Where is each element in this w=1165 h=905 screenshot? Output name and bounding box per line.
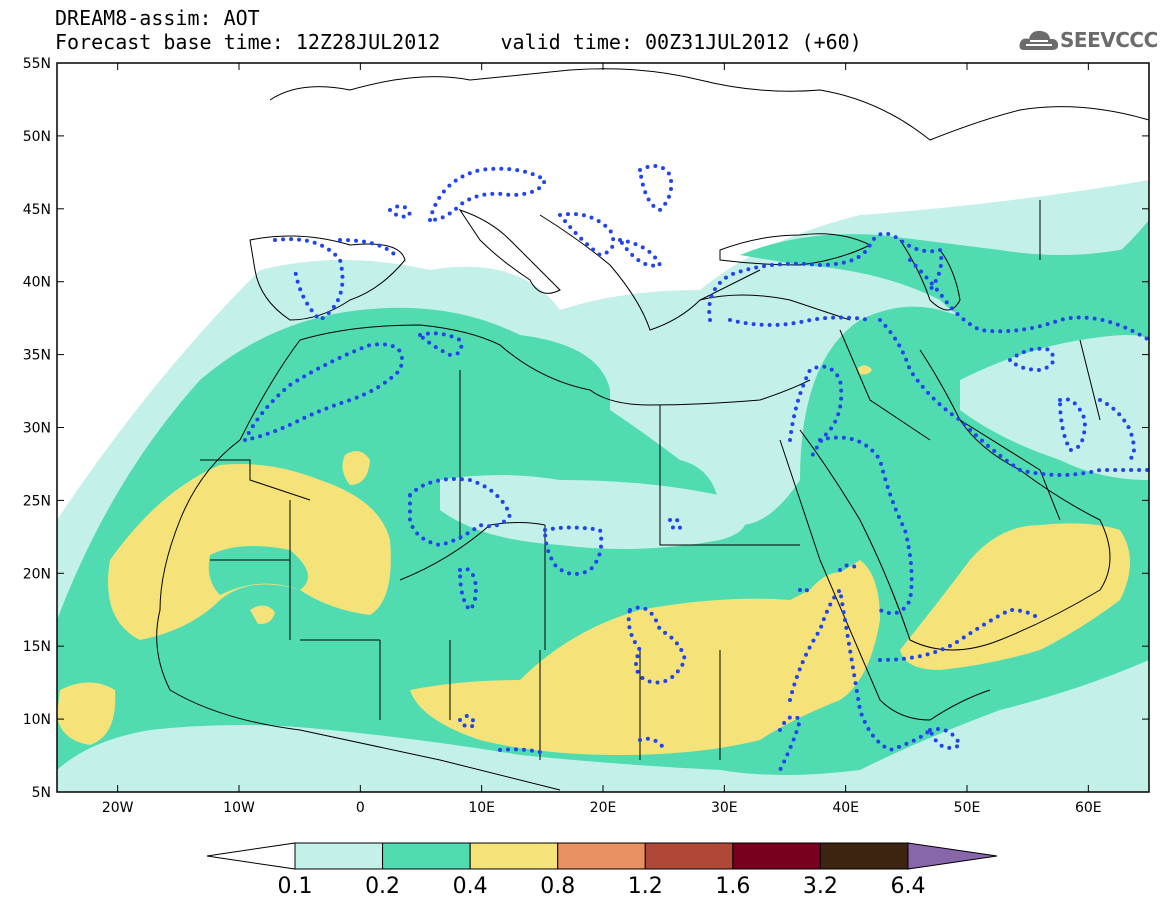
aot-contour-fill: [57, 63, 1149, 792]
colorbar: 0.1 0.2 0.4 0.8 1.2 1.6 3.2 6.4: [206, 842, 998, 899]
colorbar-label: 0.2: [365, 874, 400, 899]
coastline-red-sea: [779, 439, 991, 721]
lon-tick-label: 10W: [223, 800, 255, 816]
aot-region-0-2-east: [740, 234, 1149, 332]
lon-tick-label: 20E: [590, 800, 617, 816]
colorbar-segment: [469, 842, 559, 870]
colorbar-low-arrow: [206, 842, 296, 870]
coastline-italy: [458, 209, 561, 294]
colorbar-segment: [644, 842, 734, 870]
latitude-axis: 55N 50N 45N 40N 35N 30N 25N 20N 15N 10N 5N: [23, 56, 1149, 801]
lat-tick-label: 10N: [23, 712, 51, 728]
aot-region-0-1-egypt: [610, 370, 780, 460]
contour-iran: [1058, 397, 1136, 462]
coastline-turkey: [699, 294, 851, 321]
lat-tick-label: 45N: [23, 202, 51, 218]
aot-region-0-4-spot3: [250, 605, 275, 625]
lon-tick-label: 30E: [711, 800, 738, 816]
contour-horn: [928, 727, 963, 750]
colorbar-label: 6.4: [891, 874, 926, 899]
contour-alps: [388, 166, 548, 222]
colorbar-label: 0.4: [453, 874, 488, 899]
colorbar-segment: [382, 842, 471, 870]
contour-chad: [543, 525, 604, 576]
colorbar-segment: [294, 842, 384, 870]
contour-balkans: [558, 212, 663, 268]
contour-levant: [788, 364, 844, 462]
lon-tick-label: 40E: [832, 800, 859, 816]
aot-region-0-1-iran: [960, 335, 1149, 480]
lat-tick-label: 35N: [23, 348, 51, 364]
contour-turkey: [707, 231, 944, 322]
lon-tick-label: 50E: [954, 800, 981, 816]
contour-sudan-spot: [668, 516, 683, 531]
colorbar-segment: [732, 842, 821, 870]
lat-tick-label: 40N: [23, 275, 51, 291]
aot-region-0-4-arabia: [900, 523, 1130, 670]
lat-tick-label: 15N: [23, 639, 51, 655]
contour-pakistan-north: [1008, 346, 1056, 373]
coastline-west-africa: [156, 439, 561, 791]
lon-tick-label: 20W: [102, 800, 134, 816]
contour-arabia-south: [878, 607, 1042, 662]
border-west-africa: [200, 459, 721, 760]
contour-iraq: [878, 318, 1149, 477]
logo-text: SEEVCCC: [1060, 28, 1158, 52]
coastline-iberia: [249, 235, 406, 321]
coastline-europe: [269, 68, 1149, 141]
lon-tick-label: 0: [356, 800, 365, 816]
coastline-north-africa: [239, 324, 811, 441]
map-title: DREAM8-assim: AOT: [55, 6, 260, 30]
lat-tick-label: 5N: [32, 785, 51, 801]
longitude-axis: 20W 10W 0 10E 20E 30E 40E 50E 60E: [102, 63, 1102, 816]
contour-algeria-south: [408, 477, 513, 548]
contour-morocco: [243, 342, 404, 442]
coastline-arabia: [799, 349, 1111, 651]
coastline-caspian: [899, 239, 961, 311]
contour-niger: [458, 566, 478, 613]
aot-region-0-4-spot2: [57, 682, 116, 745]
colorbar-label: 3.2: [803, 874, 838, 899]
colorbar-segment: [819, 842, 909, 870]
lat-tick-label: 55N: [23, 56, 51, 72]
border-mideast: [839, 200, 1101, 521]
lat-tick-label: 25N: [23, 493, 51, 509]
aot-region-0-4-sudan: [810, 572, 856, 650]
aot-region-0-4-central: [410, 560, 880, 755]
lat-tick-label: 30N: [23, 421, 51, 437]
cloud-logo-icon: [1019, 30, 1059, 50]
aot-region-0-4-spot1: [342, 451, 370, 485]
lat-tick-label: 20N: [23, 566, 51, 582]
lon-tick-label: 10E: [468, 800, 495, 816]
border-sahara: [289, 370, 800, 650]
contour-central-africa: [458, 714, 667, 754]
aot-region-0-4-iraq: [858, 365, 872, 375]
aot-region-0-2-hole: [208, 546, 308, 595]
colorbar-segment: [557, 842, 646, 870]
colorbar-label: 1.6: [715, 874, 750, 899]
aot-region-0-1-sahara: [440, 475, 747, 549]
colorbar-label: 1.2: [628, 874, 663, 899]
contour-ethiopia: [788, 585, 932, 753]
lat-tick-label: 50N: [23, 129, 51, 145]
colorbar-label: 0.8: [540, 874, 575, 899]
contour-dotted: [243, 164, 1149, 772]
contour-saudi: [818, 435, 914, 616]
coastline-balkans: [539, 214, 761, 331]
map-subtitle: Forecast base time: 12Z28JUL2012 valid t…: [55, 30, 862, 54]
coastlines: [156, 68, 1149, 791]
contour-red-sea-east: [798, 563, 860, 597]
contour-ethiopia-west: [778, 714, 803, 772]
contour-turkey-south: [728, 315, 872, 327]
colorbar-label: 0.1: [278, 874, 313, 899]
colorbar-high-arrow: [907, 842, 998, 870]
lon-tick-label: 60E: [1075, 800, 1102, 816]
contour-iberia: [273, 237, 397, 323]
